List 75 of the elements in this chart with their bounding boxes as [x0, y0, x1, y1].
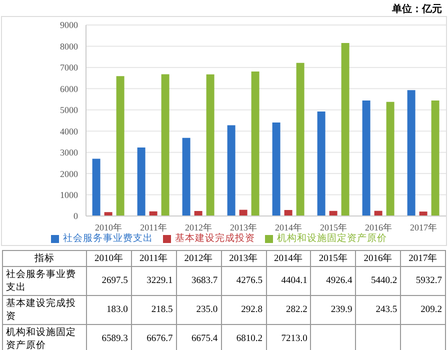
data-label: 2697.5: [86, 266, 132, 296]
data-label: 6589.3: [86, 324, 132, 350]
data-label: 235.0: [176, 296, 222, 324]
data-label: 292.8: [221, 296, 266, 324]
x-tick-label: 2013年: [230, 222, 257, 232]
y-tick-label: 2000: [60, 168, 78, 179]
text: 机构和设施固定资产原价: [6, 328, 76, 350]
category-label: 2013年: [229, 254, 258, 264]
y-tick-label: 7000: [60, 62, 78, 73]
category-label: 2011年: [139, 254, 168, 264]
category-label: 2015年: [318, 254, 348, 264]
category-label: 2016年: [364, 254, 393, 264]
x-tick-label: 2017年: [410, 222, 437, 232]
data-label: 5440.2: [356, 266, 401, 296]
bar: [272, 122, 280, 216]
bar: [116, 76, 124, 216]
data-label: 3683.7: [176, 266, 222, 296]
data-label: 243.5: [356, 296, 401, 324]
legend-label: 社会服务事业费支出: [63, 234, 153, 244]
x-tick-label: 2014年: [275, 222, 302, 232]
y-tick-label: 4000: [60, 126, 78, 136]
data-label: 7213.0: [266, 324, 311, 350]
bar: [317, 111, 326, 216]
bar: [206, 74, 214, 216]
data-label: 6810.2: [221, 324, 266, 350]
bar: [284, 210, 292, 216]
x-tick-label: 2012年: [185, 222, 212, 232]
data-label: 218.5: [131, 296, 176, 324]
data-label: 282.2: [266, 296, 311, 324]
bar: [419, 212, 428, 216]
text: 社会服务事业费支出: [6, 270, 76, 293]
category-label: 2014年: [274, 254, 303, 264]
category-label: 2010年: [94, 254, 124, 264]
data-label: 209.2: [400, 296, 446, 324]
bar: [227, 125, 236, 216]
bar: [194, 211, 202, 216]
data-label: 5932.7: [400, 266, 446, 296]
bar: [296, 62, 304, 216]
bar: [341, 43, 350, 216]
data-label: 183.0: [86, 296, 132, 324]
data-label: 4404.1: [266, 266, 311, 296]
bar: [362, 100, 370, 216]
data-label: 6676.7: [131, 324, 176, 350]
y-tick-label: 9000: [60, 20, 78, 30]
y-tick-label: 6000: [60, 84, 78, 94]
y-tick-label: 8000: [60, 41, 78, 52]
data-label: 6675.4: [176, 324, 222, 350]
bar: [407, 90, 416, 216]
legend-label: 基本建设完成投资: [175, 234, 255, 244]
text: 基本建设完成投资: [6, 299, 76, 322]
bar: [161, 74, 170, 216]
data-label: 239.9: [310, 296, 356, 324]
y-tick-label: 3000: [60, 148, 78, 158]
text: 指标: [2, 250, 86, 266]
bar: [386, 102, 394, 216]
bar: [251, 71, 260, 216]
data-label: 4276.5: [221, 266, 266, 296]
bar: [182, 138, 190, 216]
y-tick-label: 5000: [60, 105, 78, 116]
bar: [137, 147, 146, 216]
bar: [92, 158, 100, 216]
x-tick-label: 2015年: [320, 222, 347, 232]
data-label: 4926.4: [310, 266, 356, 296]
bar: [104, 212, 112, 216]
y-tick-label: 1000: [60, 190, 78, 200]
data-label: 3229.1: [131, 266, 176, 296]
legend-label: 机构和设施固定资产原价: [277, 234, 387, 244]
y-tick-label: 0: [74, 211, 78, 222]
x-tick-label: 2011年: [140, 222, 167, 232]
x-tick-label: 2010年: [95, 222, 122, 232]
bar: [431, 100, 440, 216]
x-tick-label: 2016年: [365, 222, 392, 232]
text: 单位：亿元: [392, 2, 442, 16]
category-label: 2012年: [184, 254, 214, 264]
category-label: 2017年: [408, 254, 438, 264]
